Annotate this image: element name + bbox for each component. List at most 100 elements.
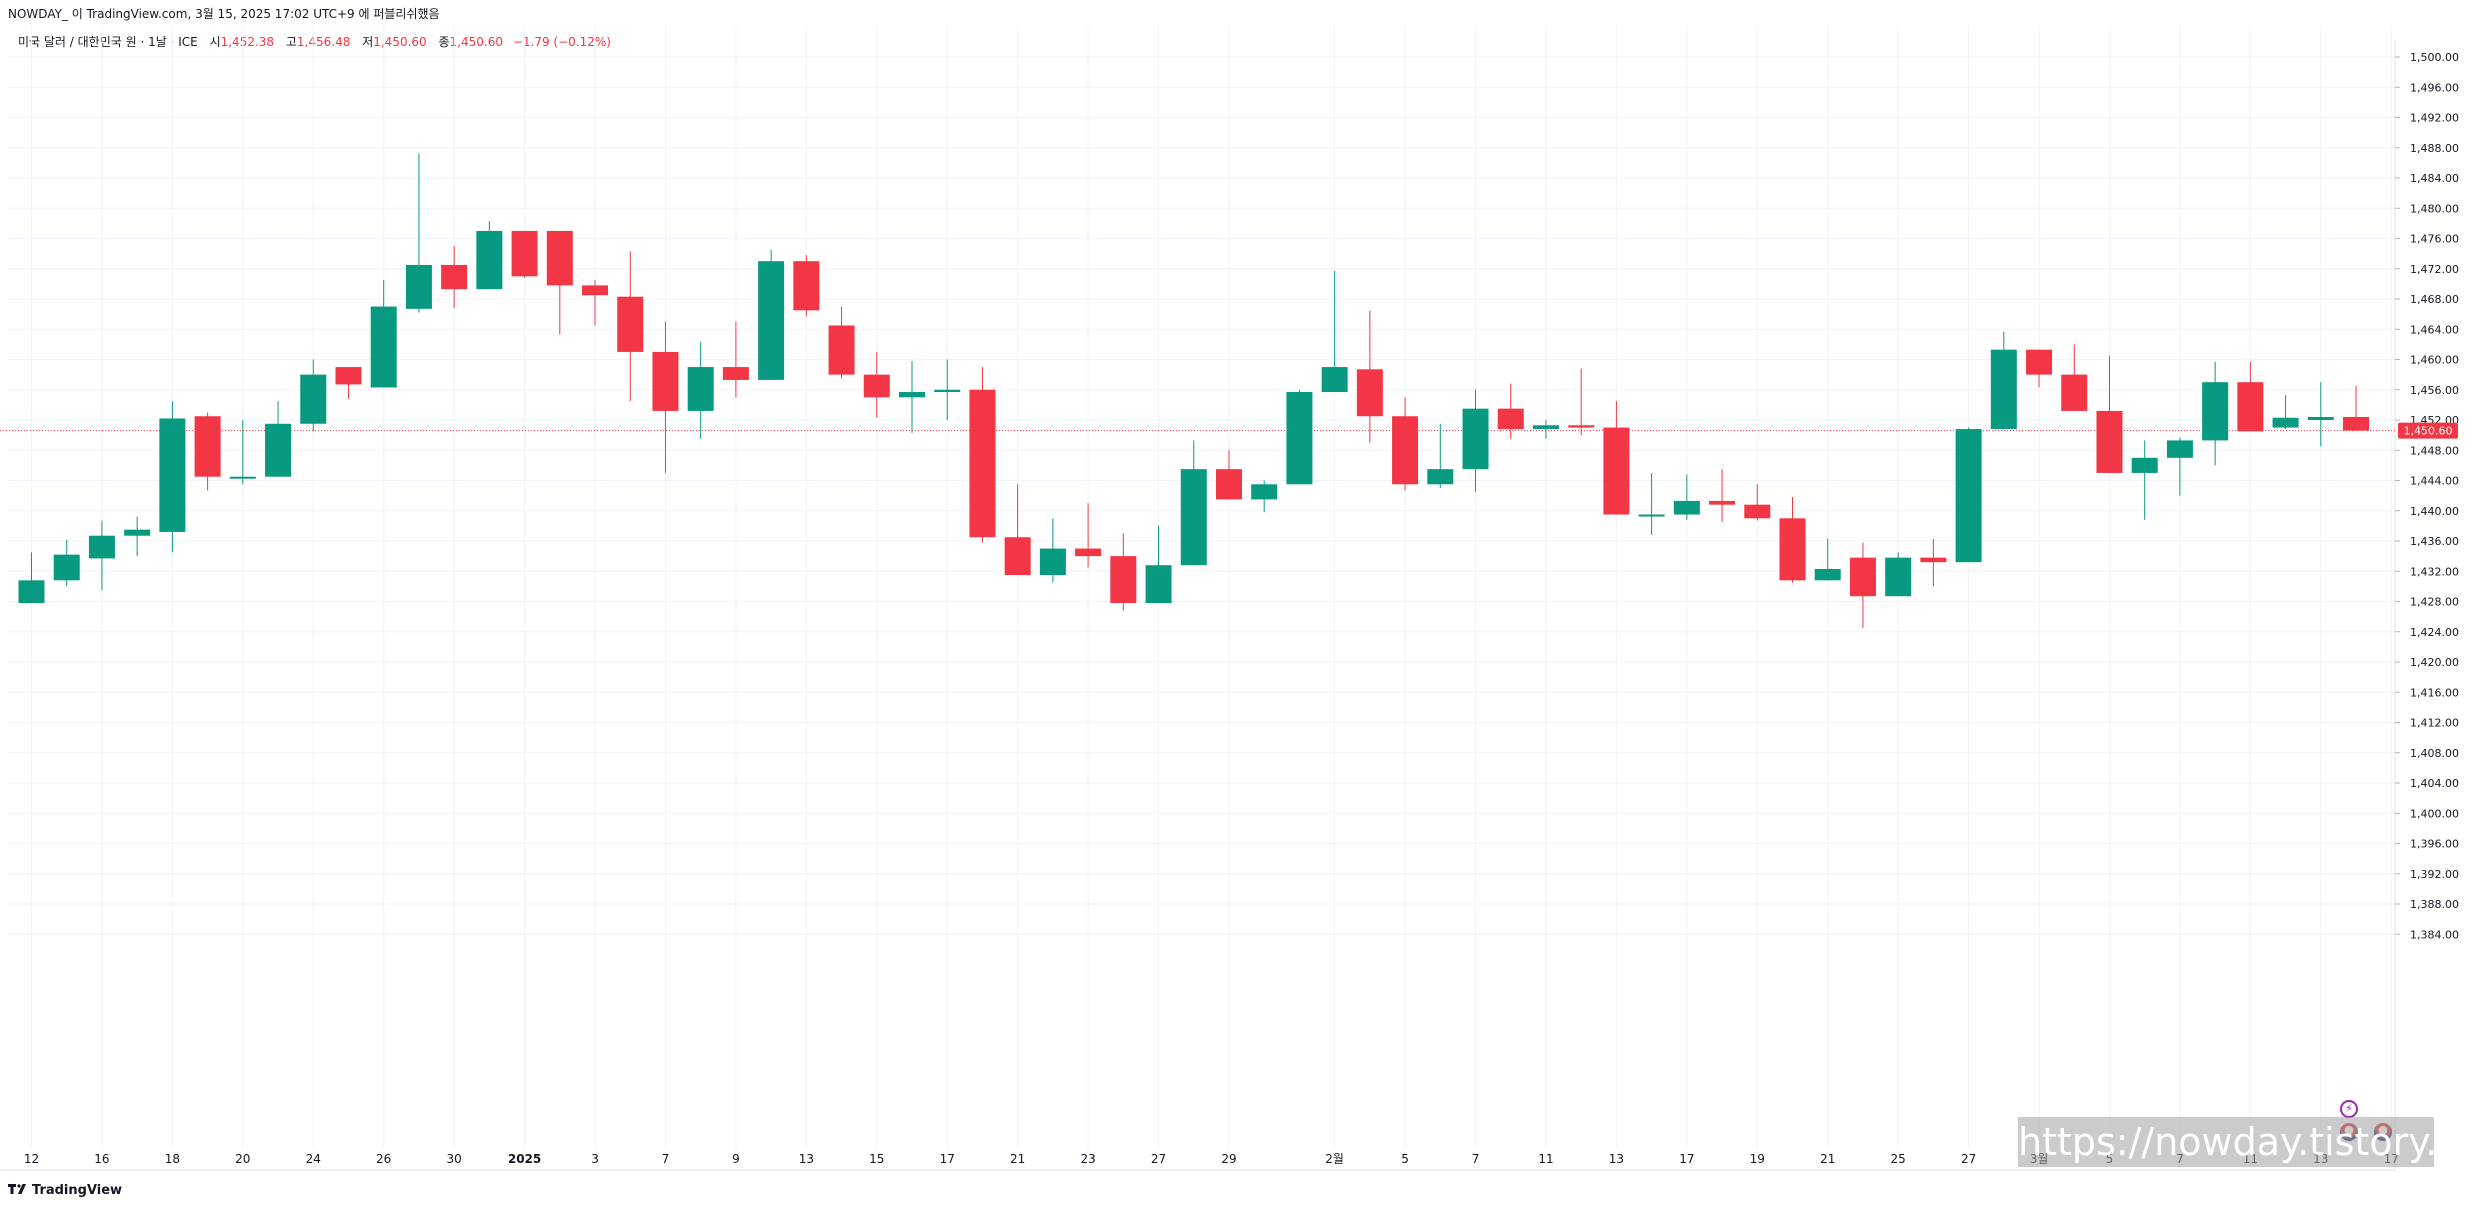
candle-down	[1709, 469, 1736, 523]
candle-body	[2272, 417, 2299, 428]
candle-body	[1075, 548, 1102, 557]
low-label: 저	[362, 35, 374, 49]
candle-body	[159, 418, 186, 532]
time-tick-label: 13	[1609, 1152, 1624, 1166]
candle-up	[265, 401, 292, 477]
candle-body	[2096, 410, 2123, 473]
candle-body	[335, 367, 362, 385]
time-tick-label: 2025	[508, 1152, 541, 1166]
candle-body	[88, 535, 115, 559]
candle-down	[2061, 344, 2088, 411]
candle-body	[2061, 374, 2088, 411]
time-tick-label: 13	[799, 1152, 814, 1166]
candle-up	[1286, 389, 1313, 485]
candle-down	[335, 367, 362, 399]
candle-body	[1532, 425, 1559, 430]
open-value: 1,452.38	[220, 35, 275, 49]
candle-body	[265, 423, 292, 477]
price-tick-label: 1,424.00	[2410, 626, 2459, 639]
time-tick-label: 30	[446, 1152, 461, 1166]
candle-down	[828, 306, 855, 379]
candle-body	[617, 296, 644, 352]
candle-body	[1814, 568, 1841, 581]
brand-name: TradingView	[32, 1183, 123, 1198]
price-tick-label: 1,460.00	[2410, 354, 2459, 367]
watermark-text: https://nowday.tistory.com	[2018, 1117, 2475, 1167]
candle-body	[546, 230, 573, 286]
candle-down	[1568, 368, 1595, 436]
candle-body	[1990, 349, 2017, 430]
price-tick-label: 1,420.00	[2410, 656, 2459, 669]
price-tick-label: 1,468.00	[2410, 293, 2459, 306]
time-tick-label: 12	[24, 1152, 39, 1166]
candle-up	[1814, 538, 1841, 581]
candle-body	[1110, 556, 1137, 604]
price-tick-label: 1,480.00	[2410, 202, 2459, 215]
candle-body	[1321, 367, 1348, 393]
time-tick-label: 3	[591, 1152, 599, 1166]
candle-up	[1955, 427, 1982, 563]
symbol-name[interactable]: 미국 달러 / 대한민국 원 · 1날 · ICE	[18, 35, 198, 49]
candle-body	[1849, 557, 1876, 597]
candle-body	[1392, 416, 1419, 485]
candle-body	[2166, 440, 2193, 458]
time-tick-label: 18	[165, 1152, 180, 1166]
time-tick-label: 25	[1891, 1152, 1906, 1166]
candle-body	[1215, 469, 1242, 500]
tradingview-logo[interactable]: TradingView	[8, 1183, 122, 1198]
candle-body	[1638, 514, 1665, 517]
candle-body	[2237, 382, 2264, 432]
candle-body	[1885, 557, 1912, 597]
candle-up	[1990, 331, 2017, 430]
candle-up	[476, 221, 503, 290]
candle-up	[687, 342, 714, 439]
candle-up	[1427, 423, 1454, 489]
candle-body	[1955, 429, 1982, 563]
time-tick-label: 16	[94, 1152, 109, 1166]
candle-down	[1356, 310, 1383, 443]
candle-body	[1004, 537, 1031, 576]
current-price-label: 1,450.60	[2404, 425, 2453, 438]
price-tick-label: 1,496.00	[2410, 81, 2459, 94]
candle-down	[546, 230, 573, 335]
flash-icon[interactable]: ⚡	[2340, 1100, 2358, 1118]
price-tick-label: 1,392.00	[2410, 868, 2459, 881]
candle-down	[511, 230, 538, 278]
candle-body	[1286, 392, 1313, 485]
candle-body	[2202, 382, 2229, 441]
candle-body	[229, 476, 256, 479]
candle-body	[1568, 425, 1595, 428]
candle-body	[300, 374, 327, 424]
candle-up	[1251, 480, 1278, 513]
time-tick-label: 19	[1750, 1152, 1765, 1166]
candle-down	[1110, 533, 1137, 611]
candle-body	[722, 367, 749, 380]
time-tick-label: 29	[1221, 1152, 1236, 1166]
candle-down	[2237, 361, 2264, 432]
time-tick-label: 27	[1961, 1152, 1976, 1166]
candle-down	[1004, 484, 1031, 576]
time-tick-label: 5	[1401, 1152, 1409, 1166]
candle-up	[758, 249, 785, 380]
candle-body	[1039, 548, 1066, 576]
candle-body	[758, 261, 785, 380]
publish-info: NOWDAY_ 이 TradingView.com, 3월 15, 2025 1…	[8, 7, 440, 21]
candle-body	[687, 367, 714, 411]
change-value: −1.79 (−0.12%)	[512, 35, 611, 49]
candle-up	[2272, 395, 2299, 430]
candle-body	[1180, 469, 1207, 566]
candle-body	[582, 285, 609, 296]
time-tick-label: 2월	[1325, 1152, 1344, 1166]
price-tick-label: 1,472.00	[2410, 263, 2459, 276]
price-tick-label: 1,444.00	[2410, 475, 2459, 488]
price-tick-label: 1,396.00	[2410, 838, 2459, 851]
grid-lines	[8, 25, 2395, 1148]
candle-down	[441, 246, 468, 309]
time-tick-label: 24	[306, 1152, 321, 1166]
close-value: 1,450.60	[449, 35, 503, 49]
close-label: 종	[438, 35, 450, 49]
candle-up	[2307, 382, 2334, 447]
candle-up	[88, 520, 115, 591]
candle-body	[828, 325, 855, 375]
